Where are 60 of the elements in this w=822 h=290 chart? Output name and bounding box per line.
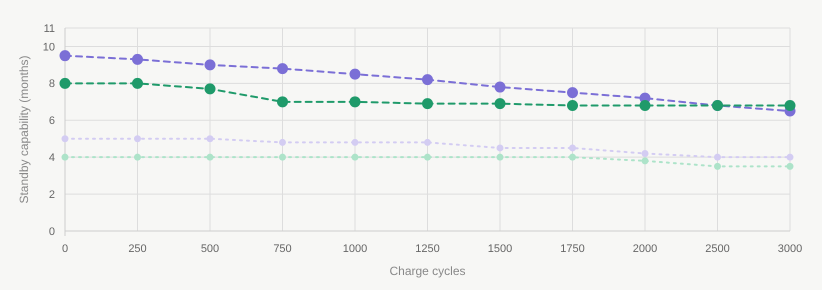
point bbox=[494, 98, 506, 110]
point bbox=[424, 138, 431, 146]
x-tick-label: 1500 bbox=[488, 243, 512, 255]
point bbox=[279, 154, 286, 161]
point bbox=[494, 82, 506, 93]
x-tick-label: 1750 bbox=[560, 243, 585, 255]
x-tick-label: 2000 bbox=[632, 243, 658, 255]
x-tick-label: 0 bbox=[62, 243, 68, 255]
point bbox=[60, 50, 70, 62]
x-tick-label: 250 bbox=[128, 243, 147, 255]
point bbox=[204, 83, 216, 94]
x-tick-label: 1000 bbox=[342, 243, 368, 255]
point bbox=[132, 78, 143, 89]
point bbox=[784, 100, 796, 112]
y-tick-label: 10 bbox=[42, 41, 55, 54]
point bbox=[206, 154, 214, 161]
point bbox=[569, 144, 576, 152]
point bbox=[496, 154, 504, 161]
point bbox=[134, 154, 141, 161]
point bbox=[714, 154, 721, 161]
point bbox=[277, 63, 288, 74]
point bbox=[496, 144, 504, 152]
y-tick-label: 8 bbox=[48, 78, 55, 90]
x-tick-label: 750 bbox=[273, 243, 292, 255]
y-axis-title: Standby capability (months) bbox=[17, 55, 31, 204]
y-tick-label: 6 bbox=[48, 115, 55, 128]
point bbox=[567, 100, 578, 112]
point bbox=[786, 162, 794, 170]
point bbox=[422, 74, 433, 86]
point bbox=[62, 135, 68, 142]
x-tick-label: 500 bbox=[200, 243, 220, 255]
point bbox=[352, 154, 358, 161]
x-tick-label: 1250 bbox=[415, 243, 440, 255]
point bbox=[786, 154, 794, 161]
point bbox=[642, 157, 648, 164]
point bbox=[350, 68, 360, 80]
y-tick-label: 4 bbox=[48, 152, 55, 164]
point bbox=[424, 154, 431, 161]
x-tick-label: 3000 bbox=[778, 243, 802, 255]
point bbox=[60, 78, 70, 89]
point bbox=[640, 100, 650, 112]
point bbox=[569, 154, 576, 161]
point bbox=[642, 150, 648, 157]
y-tick-label: 0 bbox=[48, 226, 55, 238]
point bbox=[567, 87, 578, 98]
point bbox=[132, 54, 143, 65]
point bbox=[714, 162, 721, 170]
point bbox=[62, 154, 68, 161]
y-tick-label: 11 bbox=[44, 22, 55, 35]
y-tick-label: 2 bbox=[48, 188, 55, 201]
x-axis-title: Charge cycles bbox=[389, 264, 466, 278]
point bbox=[422, 98, 433, 110]
point bbox=[134, 135, 141, 142]
point bbox=[352, 138, 358, 146]
point bbox=[350, 96, 360, 108]
point bbox=[279, 138, 286, 146]
x-tick-label: 2500 bbox=[705, 243, 730, 255]
point bbox=[277, 96, 288, 108]
point bbox=[206, 135, 214, 142]
point bbox=[204, 59, 216, 70]
